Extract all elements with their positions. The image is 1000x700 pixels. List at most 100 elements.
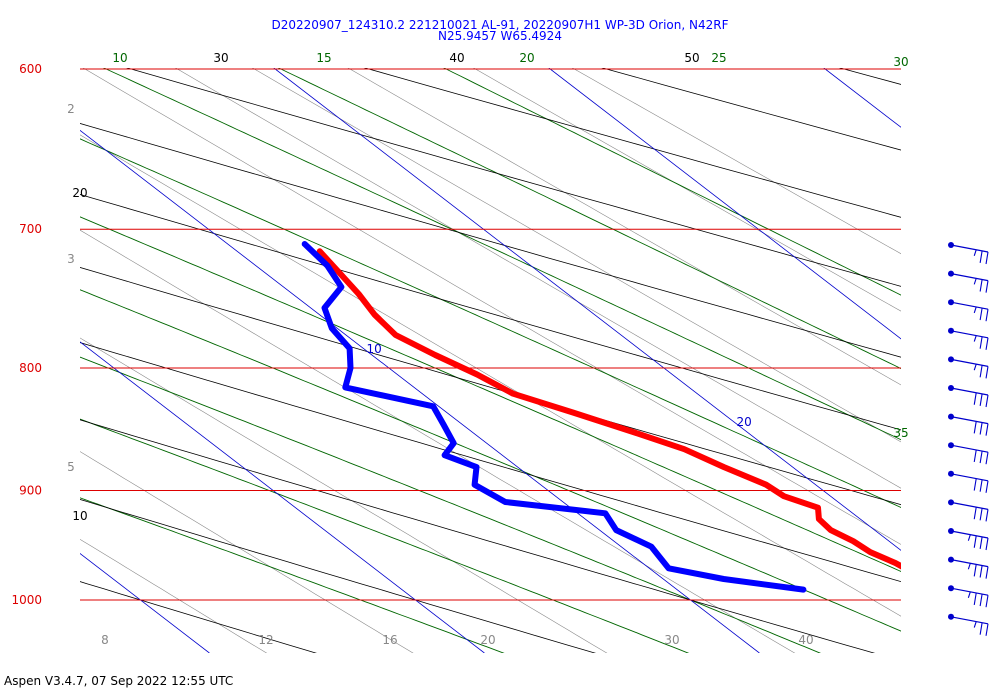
mixing-ratio-label: 30 [664, 633, 679, 647]
dry-adiabat-line [0, 59, 43, 655]
wind-barb-flag [985, 623, 989, 636]
mixing-ratio-line [0, 59, 34, 655]
wind-barb-flag [979, 508, 983, 521]
moist-adiabat-line [102, 68, 901, 441]
moist-adiabat-label: 35 [893, 426, 908, 440]
wind-barb-flag [979, 565, 983, 578]
wind-barb-flag [973, 278, 977, 285]
moist-adiabat-line [80, 356, 821, 653]
wind-barb [948, 528, 989, 551]
dry-adiabat-lines [0, 59, 901, 655]
wind-barb-staff [950, 587, 989, 596]
wind-barb-staff [950, 530, 989, 539]
wind-barb-staff [950, 301, 989, 310]
dry-adiabat-line [80, 194, 901, 431]
wind-barb-flag [979, 593, 983, 607]
mixing-ratio-line [347, 68, 901, 386]
mixing-ratio-label: 3 [67, 252, 75, 266]
wind-barb-flag [967, 563, 971, 570]
wind-barb-flag [973, 478, 977, 491]
isobar-label: 800 [19, 361, 42, 375]
isotherm-line [548, 68, 901, 340]
wind-barb-staff [950, 330, 989, 339]
mixing-ratio-label: 16 [382, 633, 397, 647]
dry-adiabat-line [126, 68, 901, 287]
wind-barb-flag [979, 250, 983, 263]
wind-barb [948, 499, 989, 522]
wind-barb-flag [985, 309, 989, 322]
isotherm-line [80, 129, 760, 653]
dry-adiabat-line [363, 68, 901, 218]
wind-barb-flag [979, 393, 983, 406]
wind-barb-flag [979, 279, 983, 292]
wind-barb-staff [950, 444, 989, 453]
dewpoint-profile [301, 241, 807, 593]
wind-barb-flag [973, 449, 977, 463]
moist-adiabat-line [80, 289, 901, 632]
wind-barb-flag [979, 450, 983, 464]
mixing-ratio-line [80, 229, 796, 653]
wind-barb-flag [985, 337, 989, 350]
isotherm-line [823, 68, 901, 128]
wind-barb-flag [985, 480, 989, 493]
mixing-ratio-line [252, 68, 901, 443]
mixing-ratio-label: 5 [67, 460, 75, 474]
wind-barb-flag [973, 535, 977, 548]
dry-adiabat-label: 40 [449, 51, 464, 65]
wind-barb-flag [973, 363, 977, 371]
isobar-lines [80, 68, 901, 601]
mixing-ratio-line [80, 134, 901, 617]
mixing-ratio-label: 12 [258, 633, 273, 647]
wind-barb-flag [979, 365, 983, 378]
dry-adiabat-line [80, 419, 876, 653]
wind-barb [948, 356, 989, 379]
dry-adiabat-label: 50 [684, 51, 699, 65]
wind-barb-flag [985, 537, 989, 551]
mixing-ratio-line [80, 451, 414, 653]
dry-adiabat-line [601, 68, 901, 151]
mixing-ratio-line [80, 538, 268, 653]
wind-barb-flag [979, 307, 983, 321]
isotherm-line [80, 552, 210, 653]
wind-barb [948, 442, 989, 465]
isotherm-label: 10 [367, 342, 382, 356]
wind-barb-staff [950, 473, 989, 482]
moist-adiabat-label: 15 [316, 51, 331, 65]
dry-adiabat-line [838, 68, 901, 85]
mixing-ratio-line [80, 337, 608, 653]
wind-barb-staff [950, 387, 989, 396]
mixing-ratio-label: 20 [480, 633, 495, 647]
moist-adiabat-label: 25 [711, 51, 726, 65]
wind-barb-flag [985, 280, 989, 293]
wind-barb-flag [973, 249, 977, 256]
dry-adiabat-line [80, 342, 901, 583]
chart-title: D20220907_124310.2 221210021 AL-91, 2022… [0, 18, 1000, 43]
moist-adiabat-label: 10 [112, 51, 127, 65]
isotherm-label: 20 [736, 415, 751, 429]
wind-barb-staff [950, 416, 989, 425]
wind-barb-flag [967, 591, 971, 599]
wind-barb-flag [985, 595, 989, 608]
moist-adiabat-label: 20 [519, 51, 534, 65]
title-line-2: N25.9457 W65.4924 [438, 29, 562, 43]
wind-barb-flag [985, 366, 989, 379]
wind-barb-flag [973, 507, 977, 520]
wind-barb-flag [967, 534, 971, 541]
isotherm-line [80, 341, 485, 653]
mixing-ratio-line [473, 68, 901, 312]
isobar-label: 1000 [11, 593, 42, 607]
dry-adiabat-line [80, 123, 901, 358]
wind-barb-staff [950, 244, 989, 253]
mixing-ratio-label: 40 [798, 633, 813, 647]
title-line-1: D20220907_124310.2 221210021 AL-91, 2022… [271, 18, 729, 32]
dry-adiabat-label: 10 [72, 509, 87, 523]
wind-barb [948, 270, 989, 293]
moist-adiabat-lines [80, 68, 901, 653]
dry-adiabat-line [80, 267, 901, 506]
isotherm-lines [80, 68, 901, 653]
wind-barb [948, 470, 989, 493]
wind-barb-flag [979, 536, 983, 549]
dry-adiabat-label: 30 [213, 51, 228, 65]
wind-barb-flag [985, 394, 989, 408]
